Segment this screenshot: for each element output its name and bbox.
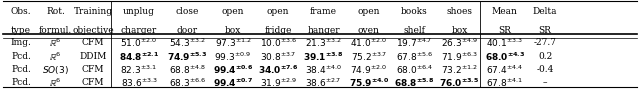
Text: unplug: unplug — [123, 7, 155, 16]
Text: $\mathbf{39.1}^{\mathbf{\pm3.8}}$: $\mathbf{39.1}^{\mathbf{\pm3.8}}$ — [303, 50, 344, 63]
Text: $99.3^{\pm0.9}$: $99.3^{\pm0.9}$ — [214, 50, 252, 63]
Text: SR: SR — [539, 26, 552, 35]
Text: -27.7: -27.7 — [534, 38, 557, 47]
Text: $\mathbf{34.0}^{\mathbf{\pm7.6}}$: $\mathbf{34.0}^{\mathbf{\pm7.6}}$ — [258, 64, 298, 76]
Text: $\mathbf{68.8}^{\mathbf{\pm5.8}}$: $\mathbf{68.8}^{\mathbf{\pm5.8}}$ — [394, 76, 435, 89]
Text: Training: Training — [74, 7, 113, 16]
Text: $71.9^{\pm6.3}$: $71.9^{\pm6.3}$ — [441, 50, 478, 63]
Text: SR: SR — [499, 26, 511, 35]
Text: $31.9^{\pm2.9}$: $31.9^{\pm2.9}$ — [260, 76, 297, 89]
Text: $75.2^{\pm3.7}$: $75.2^{\pm3.7}$ — [351, 50, 387, 63]
Text: open: open — [267, 7, 289, 16]
Text: $38.6^{\pm2.7}$: $38.6^{\pm2.7}$ — [305, 76, 342, 89]
Text: $\mathit{SO}(3)$: $\mathit{SO}(3)$ — [42, 64, 69, 76]
Text: $68.0^{\pm6.4}$: $68.0^{\pm6.4}$ — [396, 64, 433, 76]
Text: $38.4^{\pm4.0}$: $38.4^{\pm4.0}$ — [305, 64, 342, 76]
Text: $67.8^{\pm4.1}$: $67.8^{\pm4.1}$ — [486, 76, 524, 89]
Text: fridge: fridge — [264, 26, 292, 35]
Text: Pcd.: Pcd. — [11, 52, 31, 61]
Text: formul.: formul. — [39, 26, 72, 35]
Text: Rot.: Rot. — [46, 7, 65, 16]
Text: -0.4: -0.4 — [536, 66, 554, 75]
Text: $\mathbf{75.9}^{\mathbf{\pm4.0}}$: $\mathbf{75.9}^{\mathbf{\pm4.0}}$ — [349, 76, 389, 89]
Text: $51.0^{\pm2.0}$: $51.0^{\pm2.0}$ — [120, 37, 157, 49]
Text: door: door — [177, 26, 198, 35]
Text: hanger: hanger — [307, 26, 340, 35]
Text: $67.4^{\pm4.4}$: $67.4^{\pm4.4}$ — [486, 64, 524, 76]
Text: $\mathbf{99.4}^{\mathbf{\pm0.6}}$: $\mathbf{99.4}^{\mathbf{\pm0.6}}$ — [212, 64, 253, 76]
Text: Pcd.: Pcd. — [11, 78, 31, 87]
Text: Mean: Mean — [492, 7, 518, 16]
Text: $\mathbf{99.4}^{\mathbf{\pm0.7}}$: $\mathbf{99.4}^{\mathbf{\pm0.7}}$ — [212, 76, 253, 89]
Text: $54.3^{\pm3.2}$: $54.3^{\pm3.2}$ — [169, 37, 205, 49]
Text: $\mathbb{R}^6$: $\mathbb{R}^6$ — [49, 37, 62, 49]
Text: $40.1^{\pm3.3}$: $40.1^{\pm3.3}$ — [486, 37, 524, 49]
Text: charger: charger — [121, 26, 157, 35]
Text: shelf: shelf — [403, 26, 425, 35]
Text: shoes: shoes — [447, 7, 472, 16]
Text: $82.3^{\pm3.1}$: $82.3^{\pm3.1}$ — [120, 64, 157, 76]
Text: $\mathbf{84.8}^{\mathbf{\pm2.1}}$: $\mathbf{84.8}^{\mathbf{\pm2.1}}$ — [119, 50, 159, 63]
Text: open: open — [221, 7, 244, 16]
Text: $21.3^{\pm3.2}$: $21.3^{\pm3.2}$ — [305, 37, 342, 49]
Text: objective: objective — [72, 26, 114, 35]
Text: CFM: CFM — [82, 78, 104, 87]
Text: $\mathbf{68.0}^{\mathbf{\pm4.3}}$: $\mathbf{68.0}^{\mathbf{\pm4.3}}$ — [484, 50, 525, 63]
Text: $41.0^{\pm2.0}$: $41.0^{\pm2.0}$ — [350, 37, 387, 49]
Text: $19.7^{\pm4.7}$: $19.7^{\pm4.7}$ — [396, 37, 433, 49]
Text: $68.3^{\pm6.6}$: $68.3^{\pm6.6}$ — [169, 76, 206, 89]
Text: Delta: Delta — [533, 7, 557, 16]
Text: frame: frame — [310, 7, 337, 16]
Text: CFM: CFM — [82, 66, 104, 75]
Text: $68.8^{\pm4.8}$: $68.8^{\pm4.8}$ — [169, 64, 206, 76]
Text: $\mathbb{R}^6$: $\mathbb{R}^6$ — [49, 76, 62, 89]
Text: open: open — [358, 7, 380, 16]
Text: $67.8^{\pm5.6}$: $67.8^{\pm5.6}$ — [396, 50, 433, 63]
Text: $97.3^{\pm1.2}$: $97.3^{\pm1.2}$ — [214, 37, 251, 49]
Text: box: box — [225, 26, 241, 35]
Text: $73.2^{\pm1.2}$: $73.2^{\pm1.2}$ — [442, 64, 478, 76]
Text: Pcd.: Pcd. — [11, 66, 31, 75]
Text: type: type — [11, 26, 31, 35]
Text: $\mathbf{76.0}^{\mathbf{\pm3.5}}$: $\mathbf{76.0}^{\mathbf{\pm3.5}}$ — [440, 76, 479, 89]
Text: $74.9^{\pm2.0}$: $74.9^{\pm2.0}$ — [350, 64, 387, 76]
Text: close: close — [176, 7, 199, 16]
Text: DDIM: DDIM — [79, 52, 107, 61]
Text: $26.3^{\pm4.9}$: $26.3^{\pm4.9}$ — [441, 37, 478, 49]
Text: $\mathbb{R}^6$: $\mathbb{R}^6$ — [49, 50, 62, 63]
Text: 0.2: 0.2 — [538, 52, 552, 61]
Text: $83.6^{\pm3.3}$: $83.6^{\pm3.3}$ — [120, 76, 157, 89]
Text: $\mathbf{74.9}^{\mathbf{\pm5.3}}$: $\mathbf{74.9}^{\mathbf{\pm5.3}}$ — [167, 50, 207, 63]
Text: $30.8^{\pm3.7}$: $30.8^{\pm3.7}$ — [260, 50, 296, 63]
Text: box: box — [451, 26, 468, 35]
Text: –: – — [543, 78, 547, 87]
Text: $10.0^{\pm3.6}$: $10.0^{\pm3.6}$ — [260, 37, 297, 49]
Text: CFM: CFM — [82, 38, 104, 47]
Text: oven: oven — [358, 26, 380, 35]
Text: books: books — [401, 7, 428, 16]
Text: Img.: Img. — [11, 38, 31, 47]
Text: Obs.: Obs. — [11, 7, 31, 16]
